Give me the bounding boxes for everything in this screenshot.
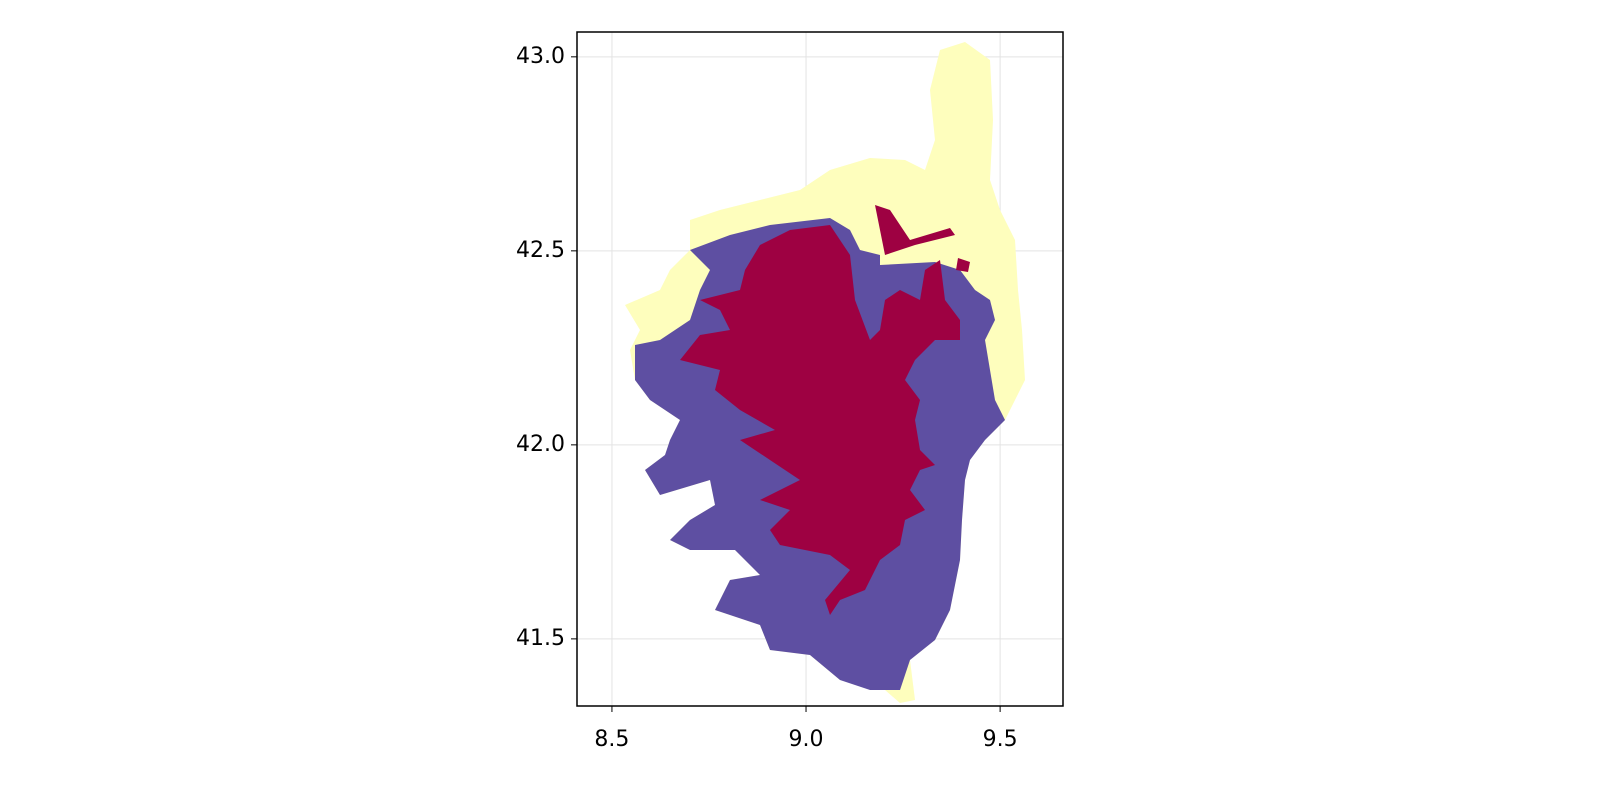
x-tick-label: 9.5 [983,727,1018,752]
regions [625,42,1025,703]
region-mountain [680,225,960,615]
plot-frame [576,31,1064,707]
region-mountain [956,258,970,272]
x-tick-label: 8.5 [594,727,629,752]
y-tick-label: 43.0 [516,44,565,69]
y-tick-label: 42.0 [516,432,565,457]
axes: 8.5 9.0 9.5 41.5 42.0 42.5 43.0 [516,44,1018,752]
y-tick-label: 42.5 [516,238,565,263]
x-tick-label: 9.0 [789,727,824,752]
y-tick-label: 41.5 [516,626,565,651]
region-mountain [875,205,955,255]
